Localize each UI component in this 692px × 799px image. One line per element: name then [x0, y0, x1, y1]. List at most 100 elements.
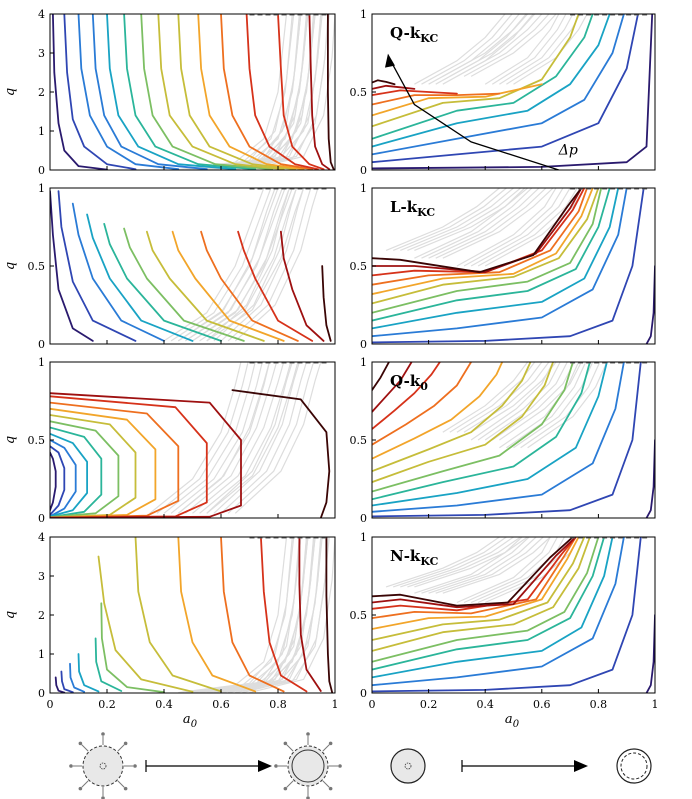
x-tick-label: 0.6	[212, 698, 230, 711]
x-tick-label: 0	[369, 698, 376, 711]
reference-curve	[407, 188, 521, 251]
circle-outline	[82, 745, 124, 787]
reference-curve	[400, 188, 514, 251]
reference-curve	[192, 537, 293, 693]
reference-curve	[470, 188, 571, 267]
series-line	[259, 537, 308, 693]
y-tick-label: 0	[360, 687, 367, 700]
series-line	[372, 537, 605, 671]
series-line	[372, 537, 577, 619]
series-line	[50, 395, 208, 518]
y-tick-label: 1	[38, 125, 45, 138]
series-line	[372, 362, 642, 518]
series-line	[52, 14, 108, 170]
series-line	[177, 537, 257, 693]
panel-left-row4: 0 1 2 3 4 0 0.2 0.4 0.6 0.8 1 q	[3, 531, 339, 711]
series-line	[645, 439, 655, 518]
reference-curve	[235, 14, 322, 170]
y-tick-label: 0.5	[350, 86, 368, 99]
series-line	[220, 14, 314, 170]
reference-curve	[185, 188, 283, 342]
series-line	[123, 227, 245, 342]
series-line	[372, 188, 620, 330]
series-line	[372, 537, 642, 693]
panel-label: L-kKC	[390, 198, 435, 219]
y-tick-label: 0	[360, 512, 367, 525]
series-line	[308, 14, 331, 170]
reference-curve	[414, 14, 506, 85]
plain-circle-icon	[390, 748, 426, 784]
series-line	[372, 537, 586, 641]
reference-curve	[499, 362, 582, 441]
reference-curve	[442, 537, 551, 594]
series-line	[145, 230, 265, 342]
y-tick-label: 2	[38, 609, 45, 622]
y-axis-label: q	[3, 611, 18, 619]
series-line	[298, 537, 322, 692]
reference-curve	[414, 537, 523, 594]
x-tick-label: 0.2	[98, 698, 116, 711]
x-axis-label: a0	[505, 712, 520, 730]
series-line	[372, 362, 473, 446]
spike-tip	[338, 764, 342, 768]
transition-arrow	[145, 760, 272, 772]
reference-curve	[421, 14, 513, 85]
reference-curve	[456, 362, 543, 433]
series-line	[372, 188, 645, 344]
series-line	[77, 653, 100, 693]
panel-left-row3: 0 0.5 1 q	[3, 356, 336, 525]
y-tick-label: 4	[38, 531, 45, 544]
series-line	[326, 14, 335, 170]
reference-curve	[163, 188, 265, 342]
inner-circle	[620, 752, 648, 780]
reference-curve	[456, 188, 557, 267]
spike-tip	[69, 764, 73, 768]
reference-curve	[470, 14, 557, 77]
reference-curve	[477, 188, 578, 267]
plot-area	[50, 188, 332, 342]
series-line	[237, 230, 314, 342]
reference-curve	[449, 14, 536, 77]
reference-curve	[414, 537, 528, 588]
reference-curve	[463, 537, 558, 604]
reference-curve	[156, 362, 249, 514]
y-tick-label: 0.5	[28, 434, 46, 447]
x-tick-label: 0.8	[590, 698, 608, 711]
spike-tip	[133, 764, 137, 768]
spike-line	[81, 780, 89, 788]
spike-tip	[274, 764, 278, 768]
y-axis-label: q	[3, 262, 18, 270]
series-line	[372, 537, 614, 679]
series-line	[97, 555, 194, 693]
y-tick-label: 1	[360, 8, 367, 21]
series-line	[50, 432, 88, 518]
series-line	[372, 14, 639, 164]
spike-line	[322, 780, 330, 788]
series-line	[231, 389, 331, 518]
reference-curve	[470, 362, 554, 441]
reference-curve	[220, 362, 308, 514]
y-tick-label: 1	[360, 531, 367, 544]
y-tick-label: 3	[38, 47, 45, 60]
series-line	[123, 14, 257, 170]
panel-right-row4: 0 0.5 1 0 0.2 0.4 0.6 0.8 1 N-kKC	[350, 531, 659, 711]
series-line	[50, 451, 57, 512]
reference-curve	[249, 537, 335, 693]
reference-curve	[449, 362, 536, 433]
y-tick-label: 4	[38, 8, 45, 21]
series-line	[372, 84, 416, 90]
y-tick-label: 0.5	[350, 609, 368, 622]
series-line	[372, 188, 594, 296]
spike-tip	[283, 741, 288, 746]
series-line	[372, 362, 608, 507]
spike-tip	[123, 786, 128, 791]
arrow-tip	[574, 760, 588, 772]
series-line	[50, 426, 103, 518]
reference-curve	[206, 537, 302, 693]
plot-area	[54, 537, 335, 693]
series-line	[372, 537, 600, 663]
y-axis-label: q	[3, 88, 18, 96]
panel-label-sub: KC	[420, 555, 438, 568]
series-line	[71, 202, 165, 342]
x-tick-label: 1	[332, 698, 339, 711]
